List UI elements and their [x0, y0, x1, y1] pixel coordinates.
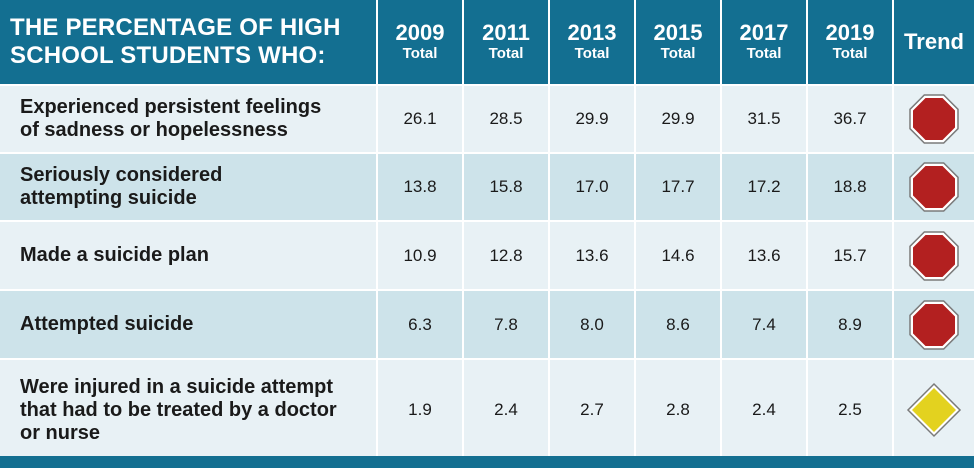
table-row: Attempted suicide 6.3 7.8 8.0 8.6 7.4 8.…: [0, 290, 974, 360]
table-cell: 29.9: [549, 85, 636, 154]
row-label-line: Made a suicide plan: [20, 244, 209, 266]
table-row: Were injured in a suicide attempt that ha…: [0, 359, 974, 462]
column-header-year: 2009 Total: [377, 0, 464, 86]
table-cell: 1.9: [377, 359, 464, 462]
table-cell: 2.8: [635, 359, 722, 462]
table-cell: 15.8: [463, 153, 550, 222]
row-label: Were injured in a suicide attempt that ha…: [0, 359, 378, 462]
header-row: THE PERCENTAGE OF HIGH SCHOOL STUDENTS W…: [0, 0, 974, 86]
column-header-year: 2011 Total: [463, 0, 550, 86]
year-subtitle: Total: [402, 45, 438, 62]
row-label: Experienced persistent feelings of sadnes…: [0, 85, 378, 154]
year-subtitle: Total: [488, 45, 524, 62]
row-label-line: of sadness or hopelessness: [20, 119, 288, 141]
table-title: THE PERCENTAGE OF HIGH SCHOOL STUDENTS W…: [0, 0, 378, 86]
year-label: 2013: [567, 20, 617, 45]
table-cell: 17.0: [549, 153, 636, 222]
table-cell: 18.8: [807, 153, 894, 222]
table-cell: 17.7: [635, 153, 722, 222]
year-subtitle: Total: [746, 45, 782, 62]
year-subtitle: Total: [660, 45, 696, 62]
column-header-year: 2019 Total: [807, 0, 894, 86]
row-label-line: Were injured in a suicide attempt: [20, 375, 334, 398]
table-cell: 8.9: [807, 290, 894, 360]
table-cell: 12.8: [463, 221, 550, 291]
table-cell: 2.4: [463, 359, 550, 462]
table-cell: 36.7: [807, 85, 894, 154]
year-label: 2011: [482, 20, 530, 45]
trend-cell: [893, 85, 974, 154]
table-cell: 8.0: [549, 290, 636, 360]
table-cell: 7.8: [463, 290, 550, 360]
table-cell: 26.1: [377, 85, 464, 154]
table-cell: 28.5: [463, 85, 550, 154]
row-label: Attempted suicide: [0, 290, 378, 360]
table-cell: 17.2: [721, 153, 808, 222]
table-cell: 13.8: [377, 153, 464, 222]
trend-cell: [893, 221, 974, 291]
column-header-year: 2015 Total: [635, 0, 722, 86]
row-label-line: Experienced persistent feelings: [20, 96, 322, 118]
year-label: 2019: [825, 20, 875, 45]
column-header-year: 2017 Total: [721, 0, 808, 86]
table-row: Experienced persistent feelings of sadnes…: [0, 85, 974, 154]
trend-cell: [893, 359, 974, 462]
table-cell: 13.6: [549, 221, 636, 291]
title-line-1: THE PERCENTAGE OF HIGH: [10, 14, 341, 41]
year-subtitle: Total: [832, 45, 868, 62]
column-header-trend: Trend: [893, 0, 974, 86]
table-cell: 31.5: [721, 85, 808, 154]
table-cell: 8.6: [635, 290, 722, 360]
table-cell: 29.9: [635, 85, 722, 154]
column-header-year: 2013 Total: [549, 0, 636, 86]
row-label-line: Attempted suicide: [20, 313, 194, 335]
title-line-2: SCHOOL STUDENTS WHO:: [10, 42, 326, 69]
stop-sign-icon: [909, 94, 959, 144]
table-row: Made a suicide plan 10.9 12.8 13.6 14.6 …: [0, 221, 974, 291]
table-cell: 2.4: [721, 359, 808, 462]
table-cell: 10.9: [377, 221, 464, 291]
table-cell: 7.4: [721, 290, 808, 360]
row-label: Made a suicide plan: [0, 221, 378, 291]
table-cell: 2.7: [549, 359, 636, 462]
year-label: 2015: [653, 20, 703, 45]
row-label-line: that had to be treated by a doctor: [20, 398, 337, 421]
row-label: Seriously considered attempting suicide: [0, 153, 378, 222]
table-cell: 2.5: [807, 359, 894, 462]
yellow-diamond-icon: [906, 382, 962, 438]
trend-cell: [893, 290, 974, 360]
row-label-line: attempting suicide: [20, 187, 197, 209]
stop-sign-icon: [909, 230, 959, 281]
table-cell: 14.6: [635, 221, 722, 291]
table-row: Seriously considered attempting suicide 1…: [0, 153, 974, 222]
row-label-line: Seriously considered: [20, 164, 223, 186]
trend-cell: [893, 153, 974, 222]
stop-sign-icon: [909, 162, 959, 212]
year-label: 2009: [395, 20, 445, 45]
row-label-line: or nurse: [20, 421, 101, 444]
stop-sign-icon: [909, 299, 959, 350]
table-cell: 6.3: [377, 290, 464, 360]
year-label: 2017: [739, 20, 789, 45]
table-cell: 15.7: [807, 221, 894, 291]
year-subtitle: Total: [574, 45, 610, 62]
table-cell: 13.6: [721, 221, 808, 291]
bottom-border: [0, 456, 974, 468]
